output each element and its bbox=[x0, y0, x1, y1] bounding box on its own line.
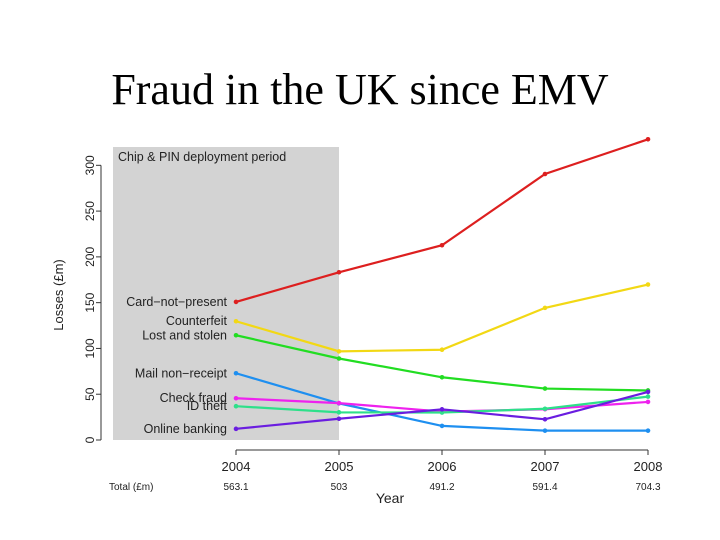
data-point bbox=[542, 386, 548, 391]
data-point bbox=[233, 299, 239, 305]
series-label: Counterfeit bbox=[166, 314, 228, 328]
series-label: Lost and stolen bbox=[142, 328, 227, 342]
data-point bbox=[645, 394, 651, 399]
data-point bbox=[233, 395, 239, 401]
data-point bbox=[645, 282, 651, 287]
data-point bbox=[336, 349, 342, 354]
data-point bbox=[645, 399, 651, 405]
data-point bbox=[336, 400, 342, 406]
data-point bbox=[439, 374, 445, 380]
series-label: Card−not−present bbox=[126, 295, 227, 309]
data-point bbox=[542, 305, 548, 311]
data-point bbox=[645, 428, 651, 433]
y-ticks: 0 50 100 150 200 250 300 bbox=[83, 155, 101, 443]
y-axis-label: Losses (£m) bbox=[51, 259, 66, 331]
shaded-period bbox=[113, 147, 339, 440]
data-point bbox=[336, 269, 342, 275]
total-value: 704.3 bbox=[635, 482, 660, 493]
data-point bbox=[233, 318, 239, 324]
x-tick-label: 2004 bbox=[222, 459, 251, 474]
data-point bbox=[645, 137, 651, 142]
data-point bbox=[233, 403, 239, 409]
x-tick-label: 2007 bbox=[531, 459, 560, 474]
y-tick-label: 300 bbox=[83, 155, 97, 175]
data-point bbox=[233, 370, 239, 376]
total-value: 503 bbox=[331, 482, 348, 493]
series-label: Online banking bbox=[144, 422, 227, 436]
slide-title: Fraud in the UK since EMV bbox=[111, 65, 609, 114]
y-tick-label: 150 bbox=[83, 292, 97, 312]
data-point bbox=[439, 347, 445, 353]
data-point bbox=[542, 417, 548, 422]
data-point bbox=[439, 407, 445, 412]
data-point bbox=[542, 171, 548, 177]
data-point bbox=[542, 428, 548, 433]
data-point bbox=[645, 389, 651, 395]
data-point bbox=[336, 416, 342, 422]
totals-label: Total (£m) bbox=[109, 482, 153, 493]
x-tick-label: 2006 bbox=[428, 459, 457, 474]
x-ticks: 2004 2005 2006 2007 2008 bbox=[222, 450, 663, 474]
x-axis-label: Year bbox=[376, 490, 405, 506]
data-point bbox=[439, 423, 445, 429]
total-value: 491.2 bbox=[429, 482, 454, 493]
data-point bbox=[336, 356, 342, 361]
x-tick-label: 2005 bbox=[325, 459, 354, 474]
y-tick-label: 250 bbox=[83, 201, 97, 221]
y-tick-label: 50 bbox=[83, 387, 97, 401]
data-point bbox=[542, 406, 548, 412]
series-label: ID theft bbox=[187, 399, 228, 413]
data-point bbox=[439, 242, 445, 248]
y-tick-label: 0 bbox=[83, 436, 97, 443]
data-point bbox=[439, 410, 445, 415]
total-value: 591.4 bbox=[532, 482, 557, 493]
series-lines bbox=[233, 137, 651, 433]
series-label: Check fraud bbox=[160, 391, 227, 405]
data-point bbox=[233, 426, 239, 432]
shaded-period-label: Chip & PIN deployment period bbox=[118, 150, 286, 164]
data-point bbox=[233, 332, 239, 338]
totals-values: 563.1 503 491.2 591.4 704.3 bbox=[223, 482, 660, 493]
data-point bbox=[336, 410, 342, 415]
y-tick-label: 200 bbox=[83, 247, 97, 267]
x-tick-label: 2008 bbox=[634, 459, 663, 474]
y-tick-label: 100 bbox=[83, 338, 97, 358]
total-value: 563.1 bbox=[223, 482, 248, 493]
series-label: Mail non−receipt bbox=[135, 366, 228, 380]
